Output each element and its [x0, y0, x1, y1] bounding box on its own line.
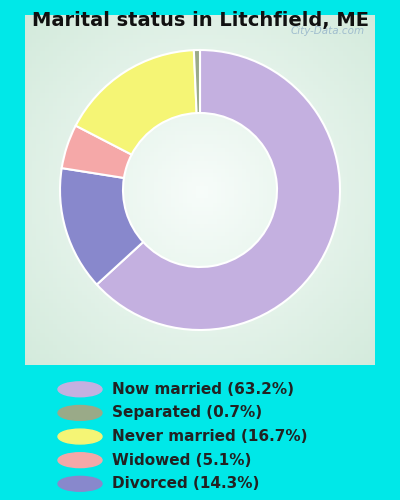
Wedge shape: [97, 50, 340, 330]
Text: Separated (0.7%): Separated (0.7%): [112, 406, 262, 420]
Wedge shape: [60, 168, 143, 284]
Text: Now married (63.2%): Now married (63.2%): [112, 382, 294, 397]
Circle shape: [58, 382, 102, 396]
Text: Marital status in Litchfield, ME: Marital status in Litchfield, ME: [32, 11, 368, 30]
Circle shape: [58, 453, 102, 468]
Text: Divorced (14.3%): Divorced (14.3%): [112, 476, 259, 492]
Circle shape: [58, 429, 102, 444]
Wedge shape: [76, 50, 197, 154]
Circle shape: [58, 406, 102, 420]
Text: Widowed (5.1%): Widowed (5.1%): [112, 452, 251, 468]
Text: Never married (16.7%): Never married (16.7%): [112, 429, 308, 444]
Wedge shape: [62, 126, 132, 178]
Text: City-Data.com: City-Data.com: [290, 26, 364, 36]
Wedge shape: [194, 50, 200, 113]
Circle shape: [58, 476, 102, 491]
